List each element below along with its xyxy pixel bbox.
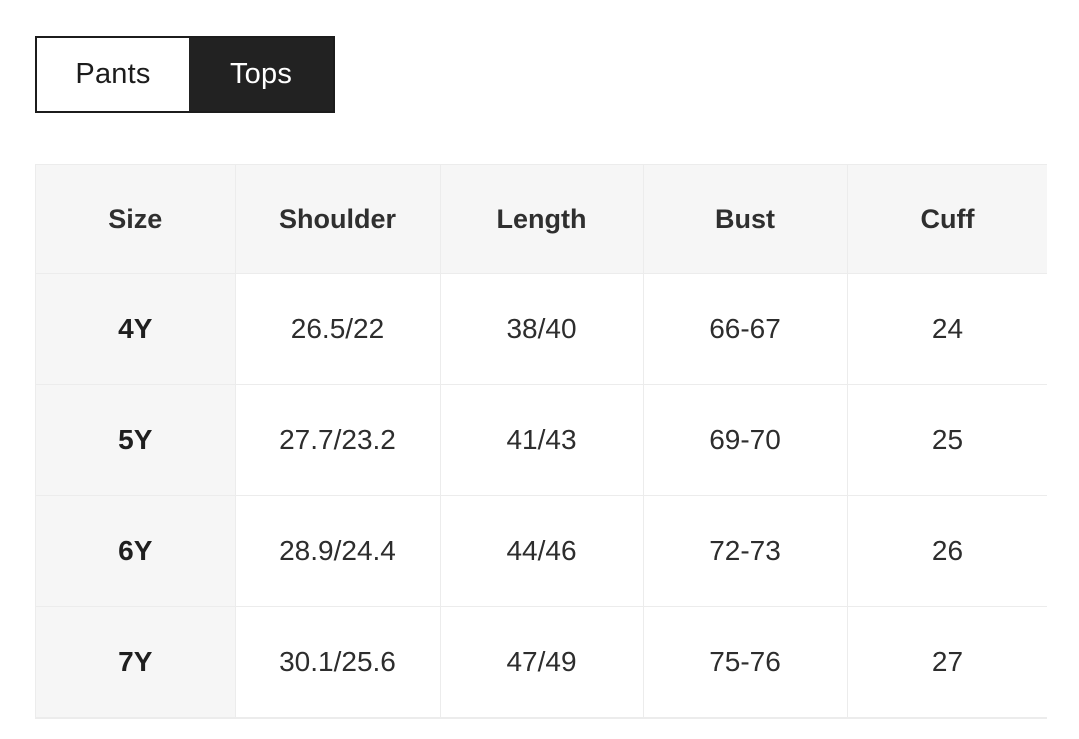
size-chart-container: Size Shoulder Length Bust Cuff 4Y 26.5/2… xyxy=(35,164,1047,719)
cell-shoulder: 30.1/25.6 xyxy=(235,606,441,718)
table-header-row: Size Shoulder Length Bust Cuff xyxy=(36,165,1047,274)
table-row: 4Y 26.5/22 38/40 66-67 24 xyxy=(36,273,1047,385)
tab-tops[interactable]: Tops xyxy=(189,38,333,111)
cell-shoulder: 26.5/22 xyxy=(235,273,441,385)
cell-bust: 66-67 xyxy=(643,273,848,385)
cell-cuff: 25 xyxy=(847,384,1047,496)
size-category-tabs[interactable]: Pants Tops xyxy=(35,36,335,113)
cell-cuff: 24 xyxy=(847,273,1047,385)
cell-cuff: 27 xyxy=(847,606,1047,718)
cell-bust: 75-76 xyxy=(643,606,848,718)
cell-cuff: 26 xyxy=(847,495,1047,607)
cell-shoulder: 27.7/23.2 xyxy=(235,384,441,496)
tab-pants[interactable]: Pants xyxy=(37,38,189,111)
column-header-bust: Bust xyxy=(643,165,848,274)
cell-length: 41/43 xyxy=(440,384,644,496)
cell-shoulder: 28.9/24.4 xyxy=(235,495,441,607)
column-header-size: Size xyxy=(36,165,236,274)
column-header-length: Length xyxy=(440,165,644,274)
table-row: 6Y 28.9/24.4 44/46 72-73 26 xyxy=(36,495,1047,607)
size-chart-table: Size Shoulder Length Bust Cuff 4Y 26.5/2… xyxy=(36,165,1047,718)
cell-size: 7Y xyxy=(36,606,236,718)
cell-size: 6Y xyxy=(36,495,236,607)
cell-length: 44/46 xyxy=(440,495,644,607)
cell-size: 4Y xyxy=(36,273,236,385)
table-row: 7Y 30.1/25.6 47/49 75-76 27 xyxy=(36,606,1047,718)
column-header-shoulder: Shoulder xyxy=(235,165,441,274)
column-header-cuff: Cuff xyxy=(847,165,1047,274)
cell-size: 5Y xyxy=(36,384,236,496)
cell-bust: 72-73 xyxy=(643,495,848,607)
table-row: 5Y 27.7/23.2 41/43 69-70 25 xyxy=(36,384,1047,496)
cell-length: 38/40 xyxy=(440,273,644,385)
cell-bust: 69-70 xyxy=(643,384,848,496)
cell-length: 47/49 xyxy=(440,606,644,718)
